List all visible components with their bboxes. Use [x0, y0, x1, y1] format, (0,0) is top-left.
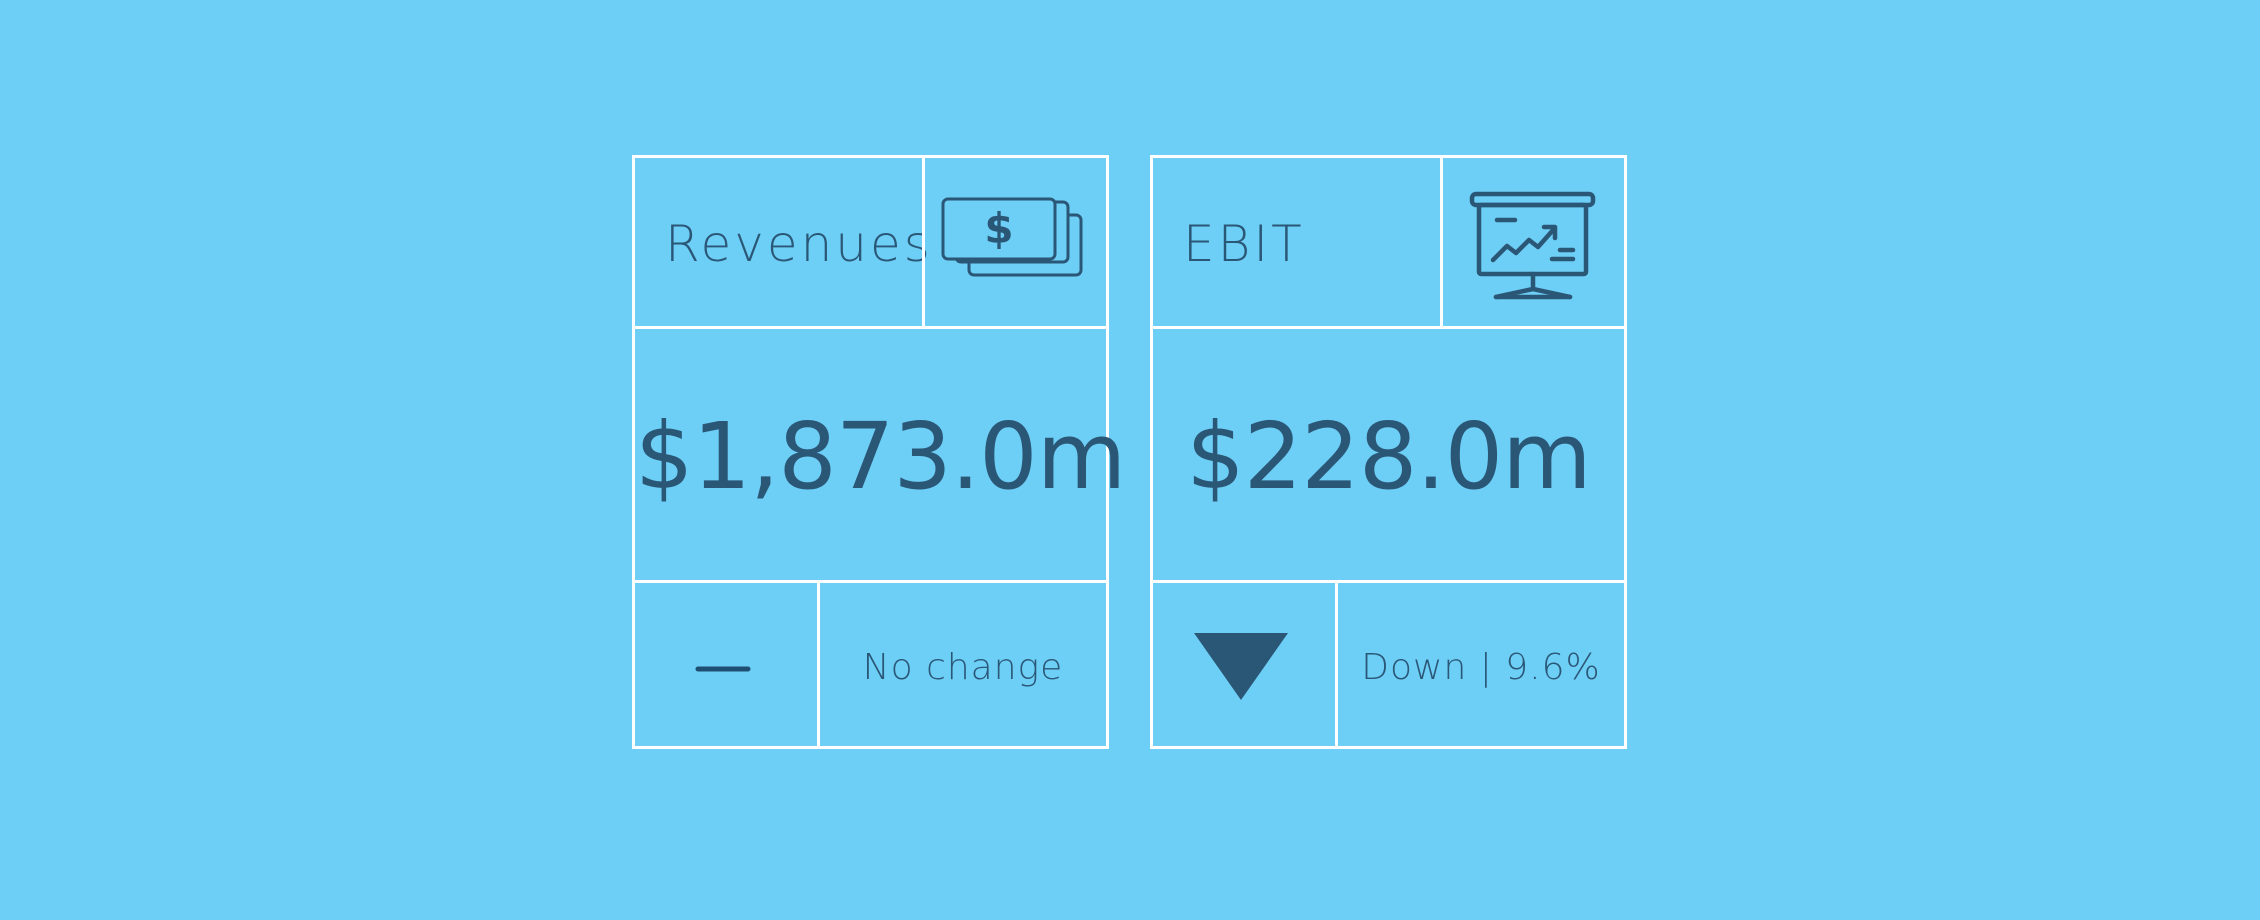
card-value-row: $1,873.0m [635, 329, 1126, 583]
money-stack-icon: $ [941, 197, 1083, 277]
card-footer: Down | 9.6% [1153, 583, 1624, 746]
icon-cell [1440, 158, 1624, 326]
presentation-chart-icon [1469, 191, 1596, 300]
status-text: No change [862, 647, 1064, 688]
down-triangle-icon [1194, 633, 1288, 700]
card-title: Revenues [665, 215, 933, 273]
card-header: EBIT [1153, 158, 1624, 329]
indicator-cell [1153, 583, 1338, 746]
card-value: $1,873.0m [635, 403, 1126, 510]
card-value-row: $228.0m [1153, 329, 1624, 583]
svg-text:$: $ [984, 204, 1013, 253]
card-value: $228.0m [1186, 403, 1592, 510]
revenues-card: Revenues $ $1,873.0m No change [632, 155, 1126, 749]
card-title: EBIT [1183, 215, 1305, 273]
card-footer: No change [635, 583, 1106, 746]
dash-icon [695, 666, 751, 672]
indicator-cell [635, 583, 820, 746]
icon-cell: $ [922, 158, 1106, 326]
card-header: Revenues $ [635, 158, 1106, 329]
status-text: Down | 9.6% [1361, 647, 1601, 688]
ebit-card: EBIT $228.0m [1150, 155, 1627, 749]
